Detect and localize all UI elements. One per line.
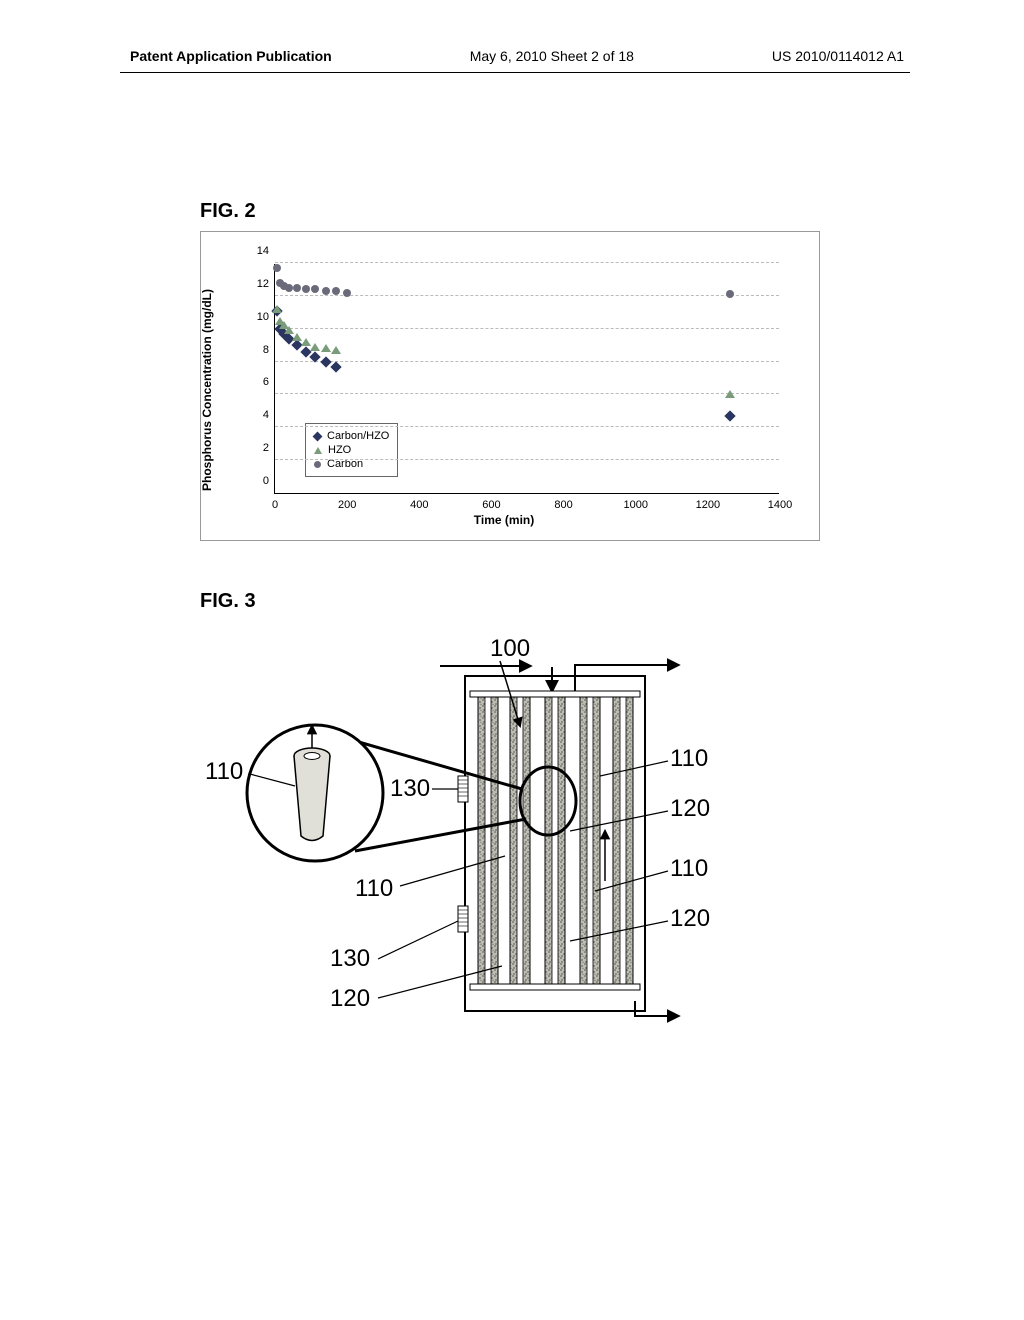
gridline: [275, 262, 779, 263]
page-header: Patent Application Publication May 6, 20…: [0, 48, 1024, 64]
header-center: May 6, 2010 Sheet 2 of 18: [470, 48, 634, 64]
plot-area: Carbon/HZO HZO Carbon 024681012140200400…: [274, 264, 779, 494]
data-point: [321, 344, 331, 352]
legend-item: HZO: [314, 444, 389, 456]
data-point: [320, 356, 331, 367]
callout-130-u: 130: [390, 775, 430, 802]
figure-3-label: FIG. 3: [200, 590, 820, 613]
figure-3: FIG. 3: [200, 590, 820, 1066]
figure-2-label: FIG. 2: [200, 200, 820, 223]
data-point: [322, 287, 330, 295]
callout-120-r1: 120: [670, 795, 710, 822]
x-axis-label: Time (min): [474, 513, 534, 527]
y-axis-label: Phosphorus Concentration (mg/dL): [200, 289, 214, 491]
side-port-upper: [458, 776, 468, 802]
diamond-icon: [313, 431, 323, 441]
data-point: [332, 287, 340, 295]
data-point: [293, 284, 301, 292]
gridline: [275, 459, 779, 460]
gridline: [275, 426, 779, 427]
y-tick: 4: [249, 409, 269, 421]
data-point: [343, 289, 351, 297]
callout-120-bl: 120: [330, 985, 370, 1012]
legend-label: Carbon/HZO: [327, 430, 389, 442]
data-point: [331, 361, 342, 372]
gridline: [275, 361, 779, 362]
data-point: [331, 346, 341, 354]
header-left: Patent Application Publication: [130, 48, 332, 64]
figure-2: FIG. 2 Phosphorus Concentration (mg/dL) …: [200, 200, 820, 541]
header-rule: [120, 72, 910, 73]
callout-130-l: 130: [330, 945, 370, 972]
y-tick: 0: [249, 475, 269, 487]
legend-item: Carbon/HZO: [314, 430, 389, 442]
gridline: [275, 295, 779, 296]
x-tick: 600: [482, 499, 500, 511]
gridline: [275, 393, 779, 394]
y-tick: 8: [249, 344, 269, 356]
y-tick: 2: [249, 442, 269, 454]
figure-2-chart: Phosphorus Concentration (mg/dL) Carbon/…: [219, 250, 789, 530]
callout-110-r2: 110: [670, 855, 708, 882]
callout-110-l2: 110: [355, 875, 393, 902]
data-point: [726, 290, 734, 298]
header-right: US 2010/0114012 A1: [772, 48, 904, 64]
triangle-icon: [314, 447, 322, 454]
y-tick: 6: [249, 376, 269, 388]
data-point: [302, 285, 310, 293]
x-tick: 800: [554, 499, 572, 511]
callout-110-l1: 110: [205, 758, 243, 785]
data-point: [273, 264, 281, 272]
circle-icon: [314, 461, 321, 468]
y-tick: 14: [249, 245, 269, 257]
figure-3-diagram: 100 110 110 120 120 110 110 130 130 120: [200, 621, 760, 1061]
x-tick: 200: [338, 499, 356, 511]
callout-100: 100: [490, 635, 530, 662]
data-point: [725, 390, 735, 398]
x-tick: 1400: [768, 499, 792, 511]
legend: Carbon/HZO HZO Carbon: [305, 423, 398, 477]
data-point: [310, 343, 320, 351]
x-tick: 1000: [623, 499, 647, 511]
x-tick: 400: [410, 499, 428, 511]
y-tick: 10: [249, 311, 269, 323]
callout-110-r1: 110: [670, 745, 708, 772]
legend-label: HZO: [328, 444, 351, 456]
figure-2-chart-frame: Phosphorus Concentration (mg/dL) Carbon/…: [200, 231, 820, 541]
callout-120-r2: 120: [670, 905, 710, 932]
data-point: [311, 285, 319, 293]
gridline: [275, 328, 779, 329]
data-point: [724, 410, 735, 421]
y-tick: 12: [249, 278, 269, 290]
x-tick: 0: [272, 499, 278, 511]
side-port-lower: [458, 906, 468, 932]
data-point: [272, 305, 282, 313]
x-tick: 1200: [696, 499, 720, 511]
